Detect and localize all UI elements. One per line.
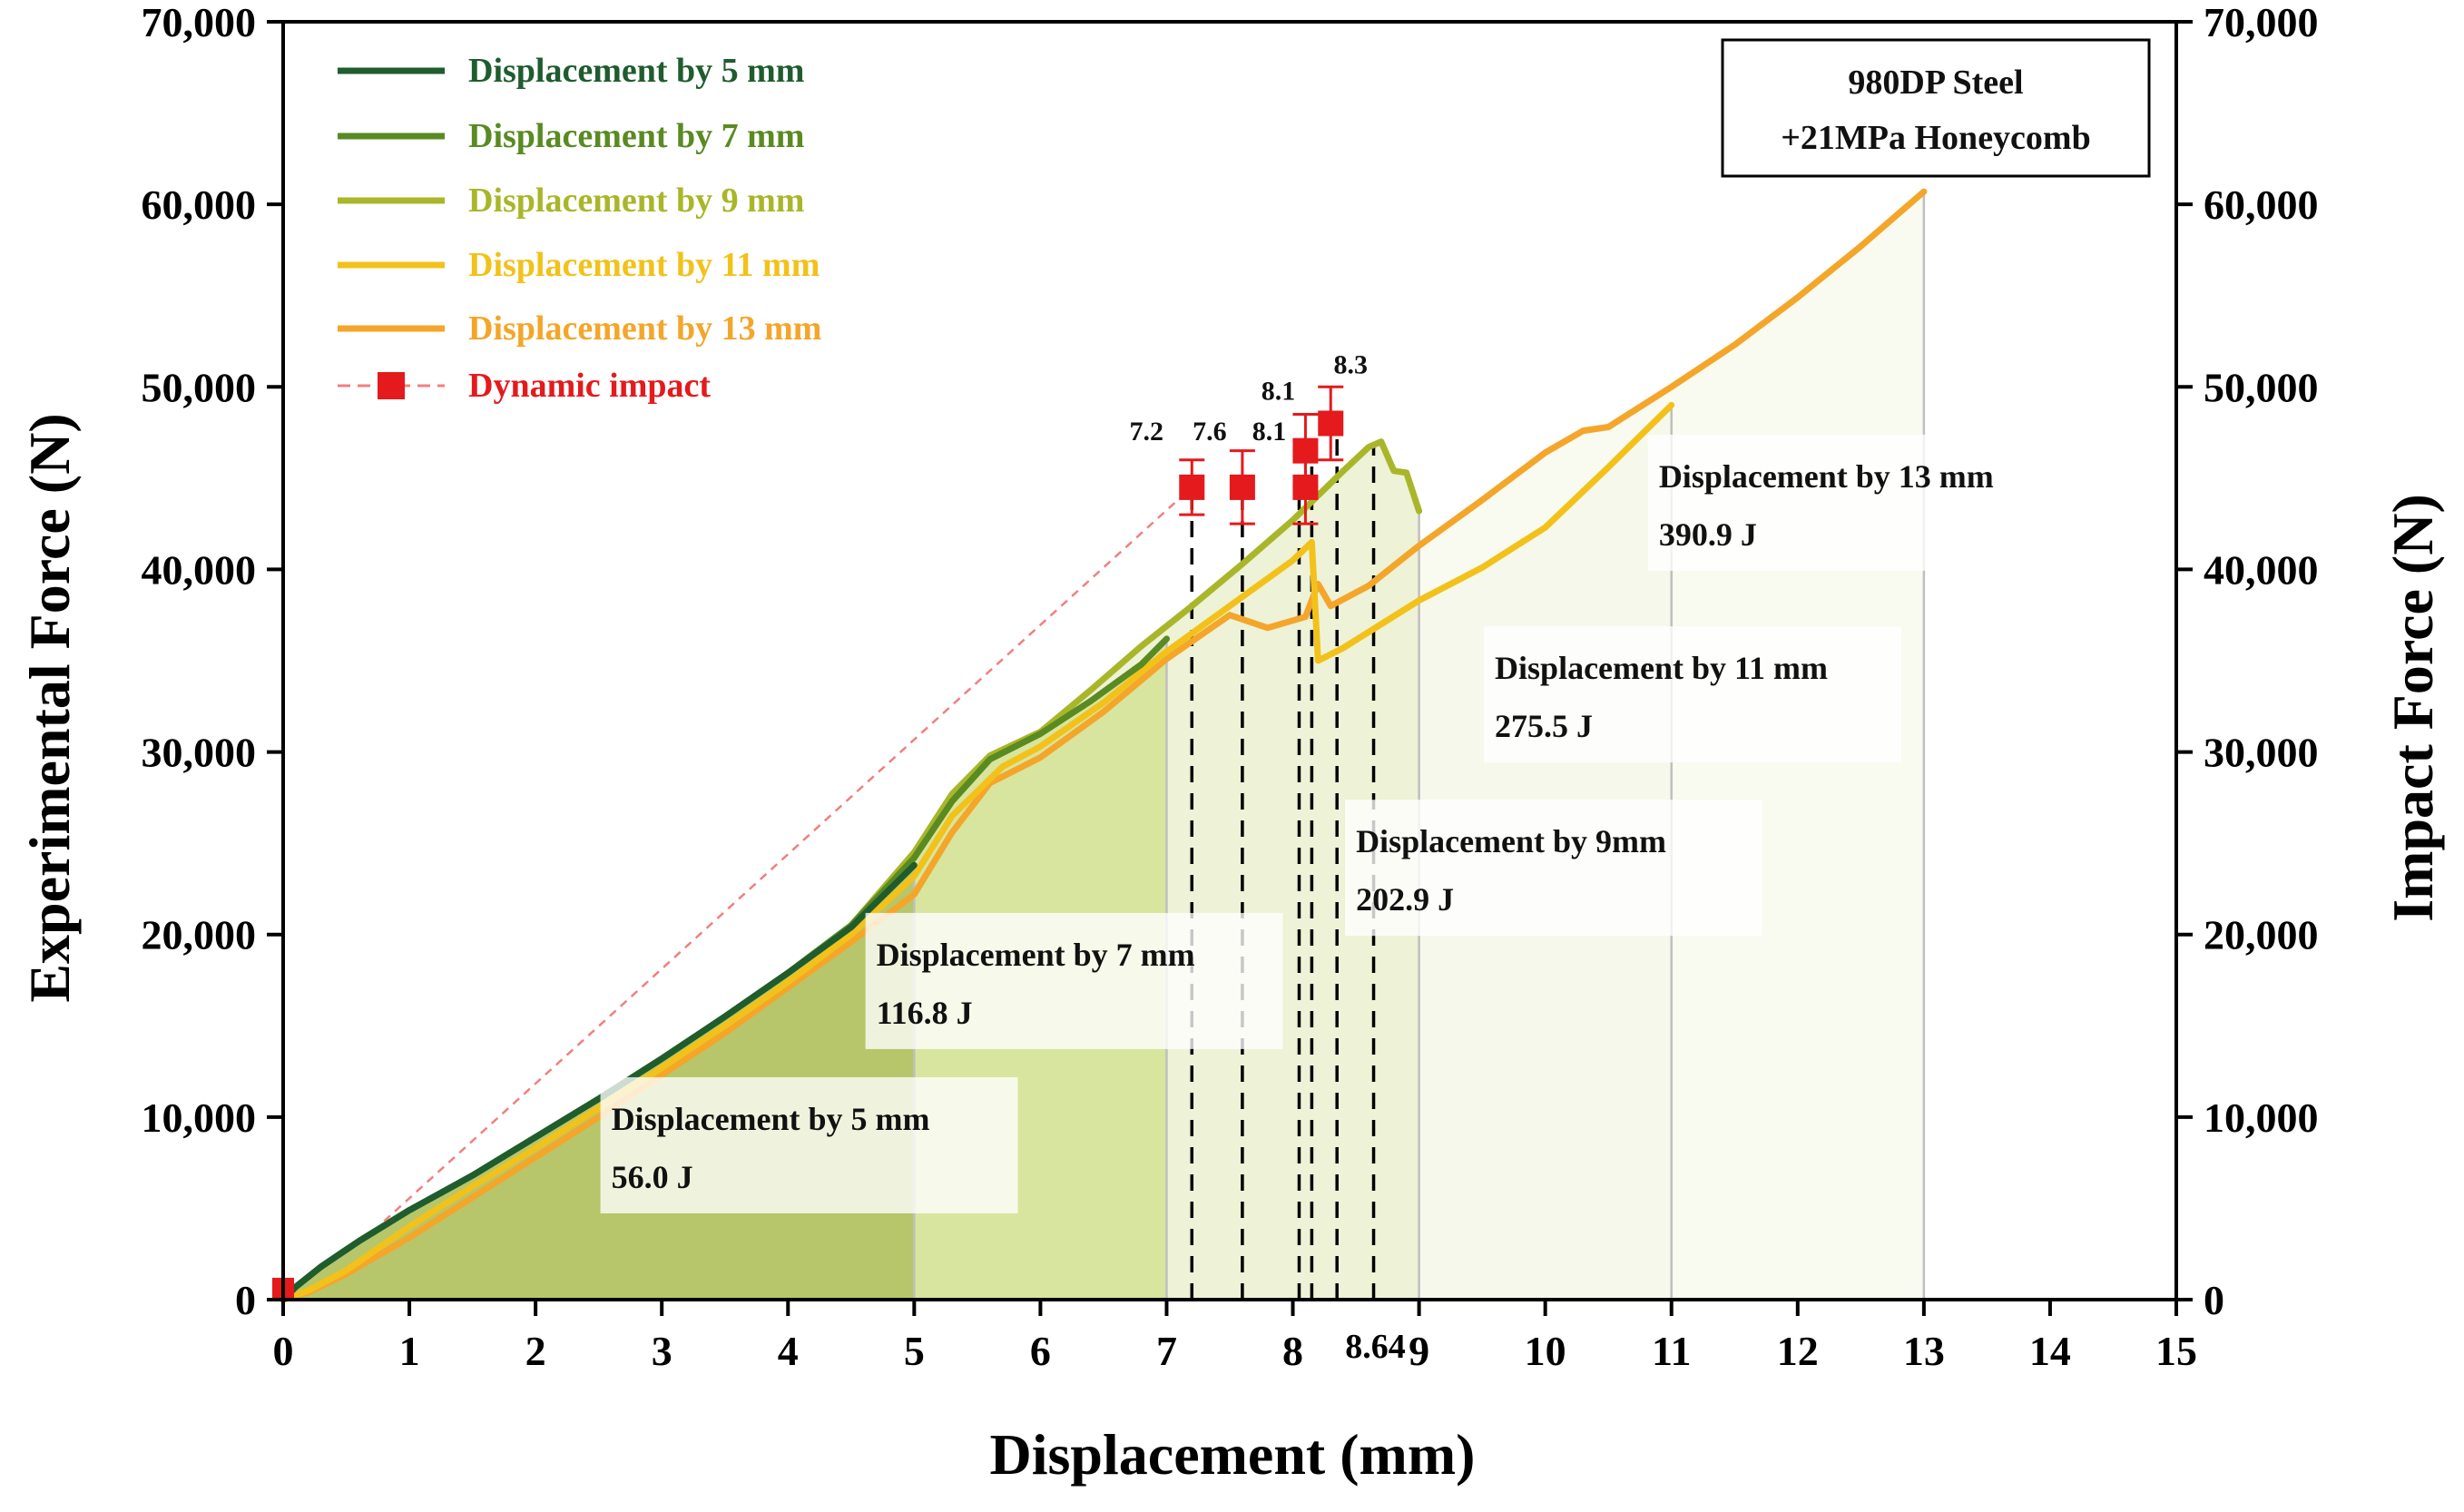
x-tick-label-11: 11 (1652, 1328, 1691, 1374)
energy-annotation-bg-5 (1647, 434, 2066, 571)
energy-annotation-value-5: 390.9 J (1659, 516, 1757, 553)
y-tick-label-right-2: 20,000 (2204, 912, 2319, 958)
x-tick-label-extra: 8.64 (1345, 1328, 1406, 1366)
x-tick-label-6: 6 (1030, 1328, 1051, 1374)
energy-annotation-label-1: Displacement by 5 mm (612, 1101, 930, 1137)
impact-marker-2 (1229, 474, 1255, 500)
legend-impact-marker (378, 372, 405, 399)
impact-marker-5 (1318, 410, 1344, 437)
x-tick-label-7: 7 (1156, 1328, 1177, 1374)
legend-label-1: Displacement by 5 mm (468, 52, 804, 90)
y-tick-label-right-6: 60,000 (2204, 182, 2319, 228)
legend-label-5: Displacement by 13 mm (468, 309, 821, 348)
x-tick-label-1: 1 (399, 1328, 420, 1374)
energy-annotation-value-1: 56.0 J (612, 1159, 693, 1195)
y-tick-label-left-0: 0 (235, 1277, 256, 1323)
energy-annotation-bg-1 (600, 1076, 1018, 1213)
series-line-1 (280, 861, 918, 1303)
x-tick-label-10: 10 (1525, 1328, 1566, 1374)
y-axis-title: Experimental Force (N) (17, 413, 82, 1002)
plot-frame (281, 20, 2178, 1301)
x-tick-label-14: 14 (2029, 1328, 2071, 1374)
dynamic-impact-markers: 7.2 7.6 8.1 8.1 8.3 (1130, 350, 1368, 525)
impact-marker-label-1: 7.2 (1130, 417, 1164, 447)
y-tick-label-left-7: 70,000 (142, 0, 257, 45)
energy-annotation-label-3: Displacement by 9mm (1356, 823, 1666, 859)
impact-marker-4 (1292, 437, 1319, 464)
legend-label-4: Displacement by 11 mm (468, 246, 820, 284)
x-tick-label-3: 3 (652, 1328, 672, 1374)
energy-annotation-label-4: Displacement by 11 mm (1495, 650, 1828, 686)
energy-annotation-value-4: 275.5 J (1495, 708, 1593, 744)
info-box-line-2: +21MPa Honeycomb (1781, 119, 2090, 157)
y-tick-label-left-1: 10,000 (142, 1095, 257, 1141)
impact-marker-label-5: 8.3 (1334, 350, 1369, 380)
x-tick-label-4: 4 (778, 1328, 799, 1374)
x-tick-label-9: 9 (1409, 1328, 1429, 1374)
y-tick-label-left-4: 40,000 (142, 546, 257, 593)
y-tick-label-right-0: 0 (2204, 1277, 2224, 1323)
x-tick-label-5: 5 (904, 1328, 925, 1374)
x-tick-label-0: 0 (273, 1328, 294, 1374)
legend: Displacement by 5 mm Displacement by 7 mm… (338, 52, 821, 405)
x-tick-label-8: 8 (1282, 1328, 1303, 1374)
energy-annotation-label-5: Displacement by 13 mm (1659, 458, 1994, 495)
energy-annotation-bg-4 (1484, 626, 1902, 763)
series-lines (280, 188, 1928, 1303)
info-box-frame (1721, 38, 2151, 178)
impact-marker-1 (1179, 474, 1205, 500)
x-tick-label-15: 15 (2155, 1328, 2197, 1374)
dynamic-impact-trend-line (383, 486, 1193, 1222)
impact-marker-label-2: 7.6 (1193, 417, 1227, 447)
legend-label-impact: Dynamic impact (468, 367, 711, 405)
series-line-4 (280, 401, 1675, 1303)
x-axis-title: Displacement (mm) (990, 1422, 1476, 1487)
axes: 0 1 2 3 4 5 6 7 8 9 10 11 12 13 14 158.640 010,000 10,000… (142, 0, 2319, 1374)
impact-vertical-lines (1190, 423, 1376, 1300)
y-tick-label-left-3: 30,000 (142, 730, 257, 776)
info-box-line-1: 980DP Steel (1848, 64, 2023, 102)
energy-annotation-bg-2 (865, 912, 1283, 1049)
x-tick-label-12: 12 (1777, 1328, 1819, 1374)
x-tick-label-13: 13 (1903, 1328, 1945, 1374)
energy-annotations: Displacement by 5 mm 56.0 J Displacement b… (600, 434, 2066, 1213)
y-tick-label-right-3: 30,000 (2204, 730, 2319, 776)
y-tick-label-left-5: 50,000 (142, 364, 257, 410)
energy-annotation-bg-3 (1345, 800, 1763, 937)
y-tick-label-left-2: 20,000 (142, 912, 257, 958)
y-tick-label-right-7: 70,000 (2204, 0, 2319, 45)
x-tick-label-2: 2 (525, 1328, 546, 1374)
legend-label-2: Displacement by 7 mm (468, 117, 804, 155)
energy-annotation-label-2: Displacement by 7 mm (877, 937, 1195, 973)
y-tick-label-right-1: 10,000 (2204, 1095, 2319, 1141)
energy-annotation-value-2: 116.8 J (877, 995, 973, 1031)
impact-marker-label-3: 8.1 (1252, 417, 1287, 447)
impact-marker-label-4: 8.1 (1261, 377, 1296, 407)
y-tick-label-right-4: 40,000 (2204, 546, 2319, 593)
energy-annotation-value-3: 202.9 J (1356, 881, 1454, 918)
series-line-5 (280, 188, 1928, 1303)
info-box: 980DP Steel +21MPa Honeycomb (1721, 38, 2151, 178)
y-tick-label-left-6: 60,000 (142, 182, 257, 228)
y-tick-label-right-5: 50,000 (2204, 364, 2319, 410)
y2-axis-title: Impact Force (N) (2381, 494, 2445, 922)
legend-label-3: Displacement by 9 mm (468, 182, 804, 220)
